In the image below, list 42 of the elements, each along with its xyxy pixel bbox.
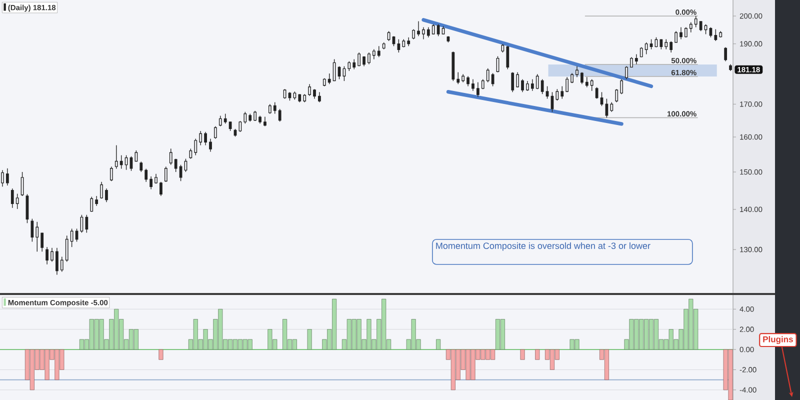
candlestick — [689, 22, 692, 33]
bar — [535, 349, 540, 360]
candlestick — [580, 72, 584, 84]
candlestick — [521, 78, 524, 92]
bar — [158, 349, 164, 360]
candlestick — [46, 246, 48, 265]
text: Plugins — [763, 336, 793, 344]
candlestick — [56, 248, 58, 276]
candlestick — [466, 76, 470, 87]
candlestick — [426, 26, 430, 38]
bar — [436, 339, 441, 350]
candlestick — [417, 20, 420, 37]
candlestick — [105, 188, 108, 202]
candlestick — [268, 104, 272, 114]
candlestick — [368, 52, 370, 65]
candlestick — [254, 110, 257, 121]
candlestick — [530, 78, 534, 92]
candlestick — [729, 64, 732, 72]
bar — [307, 329, 312, 350]
candlestick — [422, 26, 425, 40]
candlestick — [264, 116, 266, 127]
candlestick — [472, 78, 474, 92]
bar — [520, 349, 525, 360]
candlestick — [209, 138, 212, 152]
candlestick — [204, 132, 207, 146]
candlestick — [576, 66, 578, 78]
candlestick — [6, 168, 9, 186]
candlestick — [585, 76, 588, 88]
candlestick — [40, 232, 44, 252]
annotation: Momentum Composite is oversold when at -3 or lower — [436, 242, 650, 251]
candlestick — [476, 82, 480, 98]
candlestick — [358, 52, 361, 66]
candlestick — [634, 54, 638, 65]
candlestick — [50, 248, 54, 262]
candlestick — [95, 196, 98, 206]
candlestick — [150, 176, 152, 190]
candlestick — [308, 84, 311, 96]
candlestick — [164, 166, 168, 182]
candlestick — [462, 74, 465, 83]
candlestick — [412, 28, 415, 40]
candlestick — [199, 130, 202, 146]
candlestick — [680, 26, 682, 40]
